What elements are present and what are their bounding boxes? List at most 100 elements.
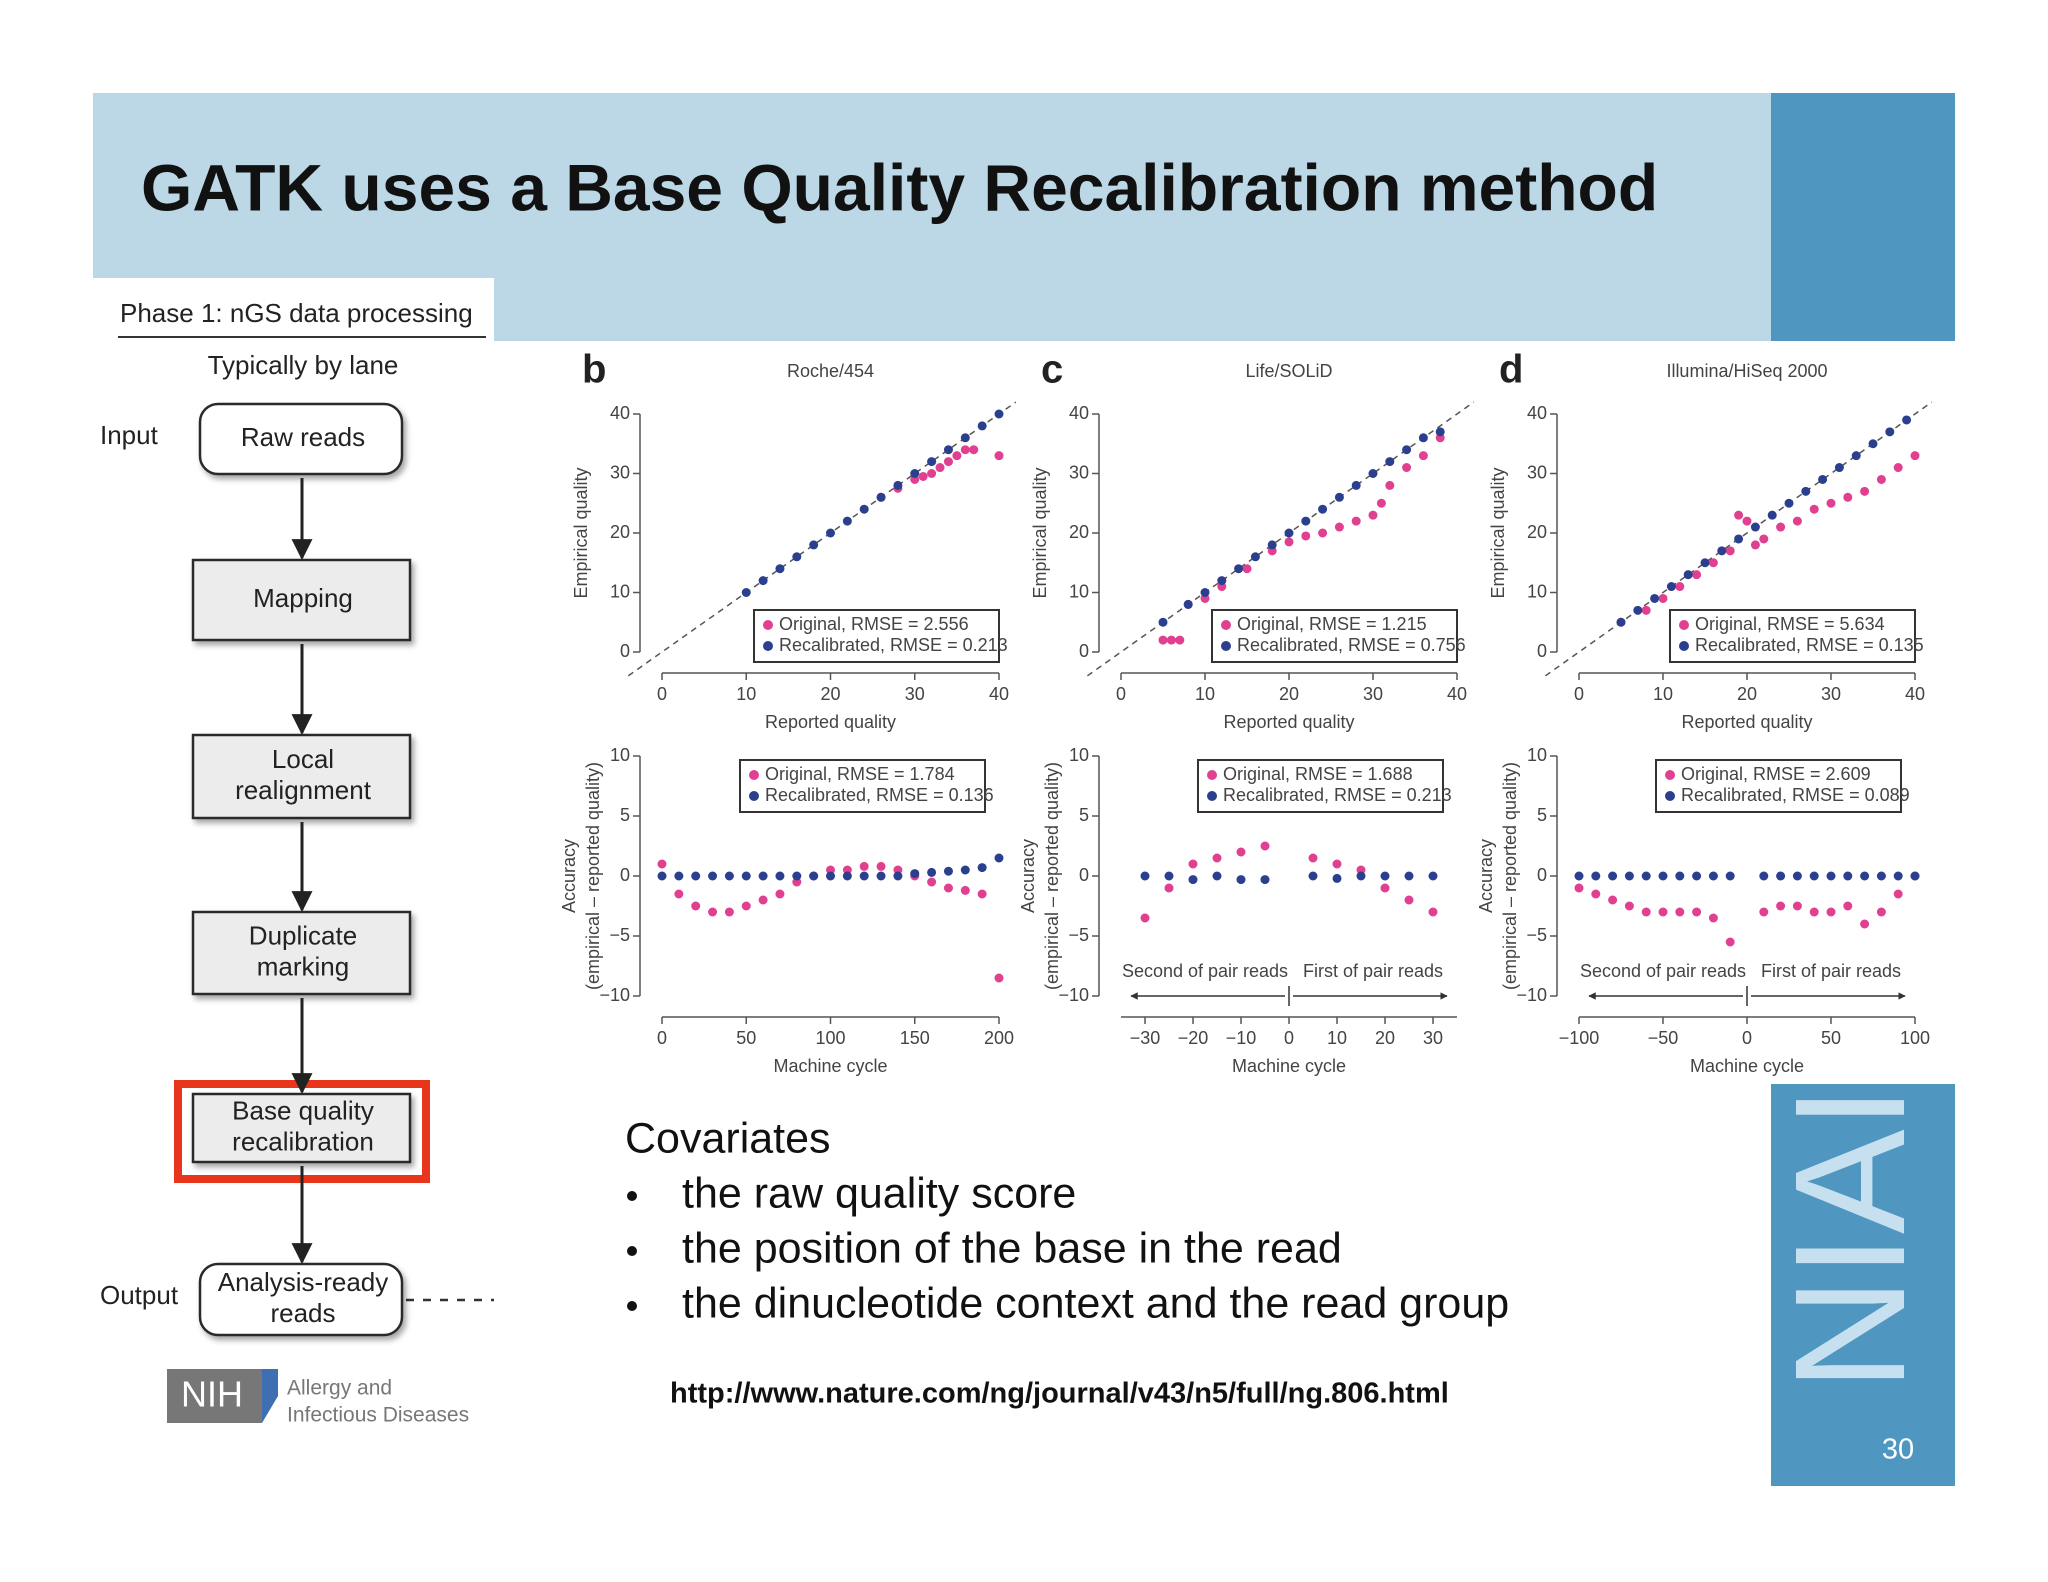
data-point bbox=[927, 457, 937, 467]
data-point bbox=[969, 445, 979, 455]
annotation: First of pair reads bbox=[1303, 961, 1443, 981]
data-point bbox=[1183, 599, 1193, 609]
data-point bbox=[1809, 907, 1819, 917]
data-point bbox=[876, 861, 886, 871]
x-tick-label: 200 bbox=[984, 1028, 1014, 1048]
data-point bbox=[1435, 427, 1445, 437]
legend-marker bbox=[1221, 641, 1231, 651]
x-axis-label: Reported quality bbox=[1223, 712, 1354, 732]
data-point bbox=[1376, 498, 1386, 508]
y-tick-label: 10 bbox=[1527, 745, 1547, 765]
x-tick-label: 10 bbox=[736, 684, 756, 704]
data-point bbox=[1158, 635, 1168, 645]
data-point bbox=[1250, 552, 1260, 562]
y-tick-label: 20 bbox=[1527, 522, 1547, 542]
y-axis-label: Accuracy bbox=[1018, 839, 1038, 913]
y-tick-label: 0 bbox=[1079, 865, 1089, 885]
y-tick-label: 10 bbox=[1069, 745, 1089, 765]
legend-label: Recalibrated, RMSE = 0.135 bbox=[1695, 635, 1924, 655]
data-point bbox=[1708, 558, 1718, 568]
charts: 0 10 20 30 40 0 10 20 30 40 Reported quality Empiri… bbox=[559, 348, 1933, 1076]
bullet-item: the dinucleotide context and the read gr… bbox=[682, 1279, 1509, 1327]
data-point bbox=[1200, 588, 1210, 597]
data-point bbox=[842, 871, 852, 881]
legend-box bbox=[1197, 759, 1444, 813]
x-tick-label: 40 bbox=[989, 684, 1009, 704]
y-tick-label: 10 bbox=[1069, 581, 1089, 601]
x-axis-label: Machine cycle bbox=[1690, 1056, 1804, 1076]
x-tick-label: −30 bbox=[1130, 1028, 1161, 1048]
logo-line: Allergy and bbox=[287, 1377, 392, 1400]
y-tick-label: 10 bbox=[610, 581, 630, 601]
step-box bbox=[191, 558, 412, 642]
data-point bbox=[1809, 871, 1819, 881]
data-point bbox=[1591, 871, 1601, 881]
data-point bbox=[1826, 907, 1836, 917]
data-point bbox=[1301, 531, 1311, 541]
y-tick-label: −10 bbox=[1058, 985, 1089, 1005]
data-point bbox=[1658, 593, 1668, 603]
data-point bbox=[1809, 504, 1819, 514]
data-point bbox=[1166, 635, 1176, 645]
step-label: realignment bbox=[235, 775, 372, 805]
step-box bbox=[191, 733, 412, 820]
data-point bbox=[977, 421, 987, 431]
y-tick-label: 0 bbox=[620, 641, 630, 661]
data-point bbox=[910, 469, 920, 478]
data-point bbox=[977, 889, 987, 899]
data-point bbox=[1910, 451, 1920, 461]
data-point bbox=[1158, 617, 1168, 627]
side-logo-text: NIAI bbox=[1763, 1086, 1938, 1391]
x-axis-label: Machine cycle bbox=[1232, 1056, 1346, 1076]
data-point bbox=[994, 973, 1004, 983]
data-point bbox=[826, 871, 835, 881]
data-point bbox=[1767, 510, 1777, 520]
annotation: Second of pair reads bbox=[1580, 961, 1746, 981]
data-point bbox=[1893, 871, 1903, 881]
data-point bbox=[1876, 474, 1886, 484]
data-point bbox=[1140, 871, 1150, 881]
data-point bbox=[1759, 534, 1769, 544]
data-point bbox=[741, 871, 751, 881]
data-point bbox=[1658, 907, 1668, 917]
data-point bbox=[1234, 564, 1244, 574]
data-point bbox=[994, 409, 1004, 419]
logo-chevron bbox=[262, 1369, 278, 1423]
data-point bbox=[960, 433, 970, 443]
data-point bbox=[1308, 853, 1318, 863]
x-tick-label: 0 bbox=[1116, 684, 1126, 704]
x-tick-label: −10 bbox=[1226, 1028, 1257, 1048]
x-axis-label: Reported quality bbox=[765, 712, 896, 732]
x-tick-label: −50 bbox=[1648, 1028, 1679, 1048]
data-point bbox=[1826, 498, 1836, 508]
x-tick-label: −100 bbox=[1559, 1028, 1600, 1048]
data-point bbox=[1175, 635, 1185, 645]
chart-title: Illumina/HiSeq 2000 bbox=[1666, 361, 1827, 381]
data-point bbox=[1140, 913, 1150, 923]
x-tick-label: 20 bbox=[1279, 684, 1299, 704]
data-point bbox=[1725, 937, 1735, 947]
data-point bbox=[1332, 859, 1342, 869]
data-point bbox=[1843, 871, 1853, 881]
y-tick-label: 40 bbox=[1069, 403, 1089, 423]
data-point bbox=[1692, 907, 1702, 917]
data-point bbox=[792, 552, 802, 562]
data-point bbox=[1776, 522, 1786, 532]
panel-letter: d bbox=[1499, 348, 1523, 392]
x-tick-label: 30 bbox=[1821, 684, 1841, 704]
reference-diagonal bbox=[1086, 401, 1475, 677]
x-tick-label: 150 bbox=[900, 1028, 930, 1048]
data-point bbox=[1284, 528, 1294, 538]
legend-marker bbox=[1221, 620, 1231, 630]
data-point bbox=[876, 871, 886, 881]
y-tick-label: 5 bbox=[1079, 805, 1089, 825]
data-point bbox=[758, 871, 768, 881]
data-point bbox=[952, 451, 962, 461]
data-point bbox=[1236, 875, 1246, 885]
x-tick-label: 20 bbox=[820, 684, 840, 704]
legend-marker bbox=[763, 620, 773, 630]
legend-marker bbox=[1679, 620, 1689, 630]
data-point bbox=[1750, 522, 1760, 532]
data-point bbox=[1380, 883, 1390, 893]
y-tick-label: 40 bbox=[1527, 403, 1547, 423]
